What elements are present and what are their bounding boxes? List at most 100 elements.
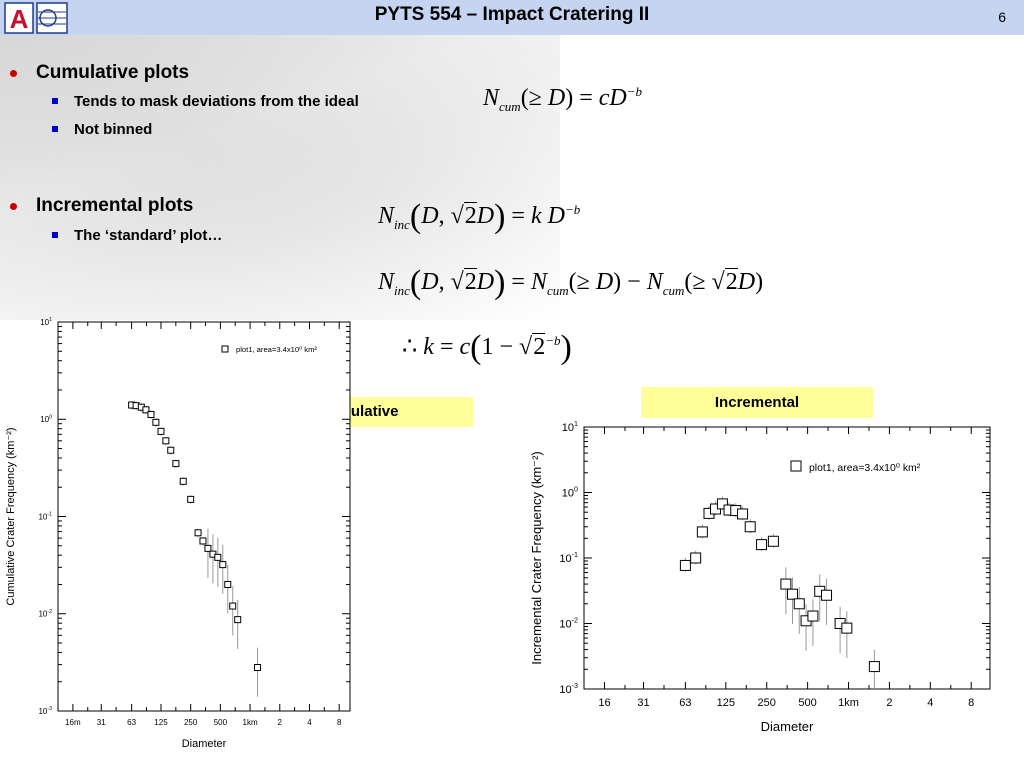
bullet-incremental-label: Incremental plots [36,195,194,216]
data-point [767,535,779,547]
data-point [204,544,212,552]
y-tick-label: 10-2 [38,609,52,619]
data-point [841,622,853,634]
legend-marker [790,460,802,472]
x-tick-label: 31 [637,697,649,709]
page-title: PYTS 554 – Impact Cratering II [374,4,650,25]
subbullet-standard: The ‘standard’ plot… [52,227,223,244]
data-point [780,578,792,590]
legend-label: plot1, area=3.4x10⁰ km² [236,345,317,354]
x-tick-label: 8 [337,718,342,727]
x-axis-label: Diameter [761,719,814,734]
x-tick-label: 2 [886,697,892,709]
y-tick-label: 10-3 [38,706,52,716]
plot-frame [57,321,351,712]
data-point [254,664,262,672]
y-tick-label: 10-3 [559,682,578,696]
data-point [187,495,195,503]
y-axis-label: Cumulative Crater Frequency (km⁻²) [5,427,17,605]
equation-cumulative: Ncum(≥ D) = cD−b [483,84,642,114]
square-bullet-icon [52,232,58,238]
x-tick-label: 500 [214,718,228,727]
y-tick-label: 101 [40,317,52,327]
data-point [234,616,242,624]
x-tick-label: 31 [97,718,106,727]
equation-incremental-2: Ninc(D, √2D) = Ncum(≥ D) − Ncum(≥ √2D) [378,264,764,301]
y-tick-label: 100 [562,485,578,499]
subbullet-mask: Tends to mask deviations from the ideal [52,93,359,110]
data-point [679,559,691,571]
data-point [219,561,227,569]
subbullet-standard-label: The ‘standard’ plot… [74,227,223,244]
square-bullet-icon [52,126,58,132]
x-tick-label: 1km [243,718,258,727]
data-point [167,446,175,454]
data-point [696,526,708,538]
x-tick-label: 63 [679,697,691,709]
legend-marker [221,345,229,353]
data-point [152,418,160,426]
y-tick-label: 101 [562,420,578,434]
subbullet-not-binned-label: Not binned [74,121,153,138]
bullet-dot-icon [10,203,17,210]
cumulative-chart: 101 100 10-1 10-2 10-3 16m 31 63 125 250 500 1km 2 4 8… [5,317,351,750]
incremental-chart: 101 100 10-1 10-2 10-3 16 31 63 125 250 500 1km 2 4 8 D… [529,420,991,734]
x-tick-label: 125 [717,697,735,709]
bullet-cumulative: Cumulative plots [10,62,190,84]
logo-letter: A [10,4,29,34]
page-number: 6 [998,9,1006,25]
data-point [716,498,728,510]
x-tick-label: 250 [758,697,776,709]
logo-icon: A [4,2,68,34]
data-point [786,588,798,600]
x-tick-label: 63 [127,718,136,727]
data-point [194,529,202,537]
data-point [229,602,237,610]
y-tick-label: 10-1 [559,551,578,565]
legend-label: plot1, area=3.4x10⁰ km² [809,463,921,474]
equation-therefore: ∴ k = c(1 − √2−b) [402,329,572,366]
bullet-cumulative-label: Cumulative plots [36,62,190,83]
x-tick-label: 16 [598,697,610,709]
x-tick-label: 1km [838,697,859,709]
data-point [214,553,222,561]
data-point [756,539,768,551]
incremental-label-box: Incremental [641,387,873,418]
data-point [793,598,805,610]
background-shading [0,0,560,320]
subbullet-not-binned: Not binned [52,121,153,138]
bullet-incremental: Incremental plots [10,195,194,217]
x-tick-label: 8 [968,697,974,709]
plot-frame [583,426,991,690]
x-tick-label: 4 [307,718,312,727]
data-point [690,552,702,564]
data-point [157,427,165,435]
x-tick-label: 250 [184,718,198,727]
y-tick-label: 10-2 [559,616,578,630]
square-bullet-icon [52,98,58,104]
data-point [147,410,155,418]
data-point [868,661,880,673]
data-point [224,580,232,588]
equation-incremental-1: Ninc(D, √2D) = k D−b [378,198,581,235]
y-axis-label: Incremental Crater Frequency (km⁻²) [529,451,544,664]
y-tick-label: 10-1 [38,512,52,522]
x-tick-label: 125 [154,718,168,727]
data-point [172,460,180,468]
x-axis-label: Diameter [182,738,227,750]
data-point [162,437,170,445]
data-point [821,589,833,601]
x-tick-label: 16m [65,718,81,727]
x-tick-label: 4 [927,697,933,709]
bullet-dot-icon [10,70,17,77]
data-point [199,537,207,545]
data-point [807,610,819,622]
data-point [744,521,756,533]
data-point [179,477,187,485]
subbullet-mask-label: Tends to mask deviations from the ideal [74,93,359,110]
y-tick-label: 100 [40,414,52,424]
title-bar: A PYTS 554 – Impact Cratering II 6 [0,0,1024,35]
x-tick-label: 500 [798,697,816,709]
x-tick-label: 2 [278,718,283,727]
data-point [737,508,749,520]
